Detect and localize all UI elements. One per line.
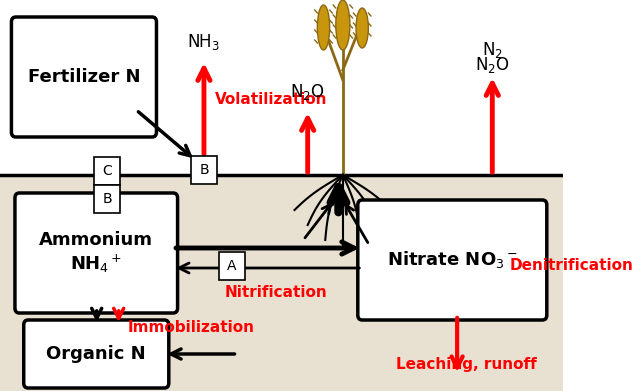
FancyBboxPatch shape xyxy=(12,17,157,137)
Ellipse shape xyxy=(336,0,350,50)
Ellipse shape xyxy=(356,8,369,48)
FancyBboxPatch shape xyxy=(94,157,120,185)
Text: Ammonium
NH$_4$$^+$: Ammonium NH$_4$$^+$ xyxy=(39,231,153,275)
Text: Fertilizer N: Fertilizer N xyxy=(28,68,140,86)
FancyBboxPatch shape xyxy=(219,252,245,280)
Text: Denitrification: Denitrification xyxy=(510,258,634,273)
Text: NH$_3$: NH$_3$ xyxy=(188,32,220,52)
Text: N$_2$O: N$_2$O xyxy=(475,55,509,75)
FancyBboxPatch shape xyxy=(15,193,177,313)
Text: Nitrate NO$_3$$^-$: Nitrate NO$_3$$^-$ xyxy=(387,249,518,271)
Ellipse shape xyxy=(317,5,330,50)
Bar xyxy=(0,175,563,391)
Text: A: A xyxy=(227,259,237,273)
Text: B: B xyxy=(102,192,112,206)
FancyBboxPatch shape xyxy=(358,200,547,320)
FancyBboxPatch shape xyxy=(94,185,120,213)
Text: Volatilization: Volatilization xyxy=(216,93,328,108)
Text: B: B xyxy=(199,163,209,177)
Text: Immobilization: Immobilization xyxy=(127,320,255,335)
Text: C: C xyxy=(102,164,112,178)
Text: N$_2$O: N$_2$O xyxy=(291,82,325,102)
Text: Nitrification: Nitrification xyxy=(224,285,327,300)
Text: N$_2$: N$_2$ xyxy=(482,40,503,60)
FancyBboxPatch shape xyxy=(191,156,217,184)
FancyBboxPatch shape xyxy=(24,320,169,388)
Text: Organic N: Organic N xyxy=(47,345,146,363)
Text: Leaching, runoff: Leaching, runoff xyxy=(396,357,536,372)
